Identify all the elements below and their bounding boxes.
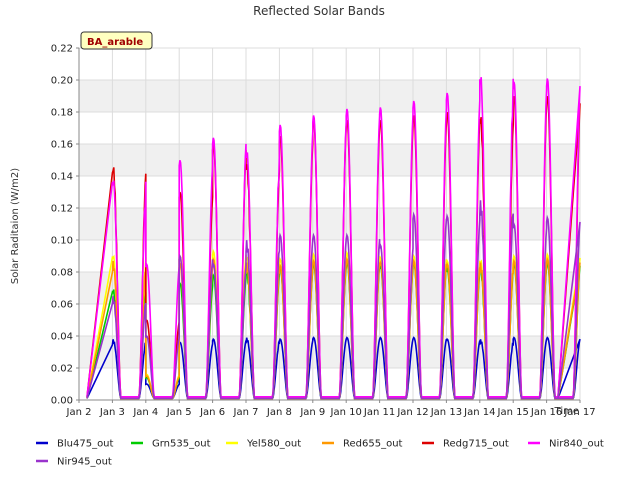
- y-axis-title: Solar Raditaion (W/m2): [10, 168, 21, 284]
- x-tick-label: Jan 4: [132, 407, 158, 418]
- x-tick-label: Jan 13: [430, 407, 462, 418]
- plot-background: [79, 48, 580, 400]
- y-tick-label: 0.00: [51, 396, 73, 407]
- legend-label: Red655_out: [343, 439, 403, 450]
- x-tick-label: Jan 2: [66, 407, 92, 418]
- x-tick-label: Jan 14: [463, 407, 495, 418]
- x-tick-label: Jan 15: [497, 407, 529, 418]
- y-tick-label: 0.16: [51, 140, 73, 151]
- x-tick-label: Jan 7: [233, 407, 259, 418]
- legend-label: Grn535_out: [152, 439, 211, 450]
- legend-label: Redg715_out: [443, 439, 509, 450]
- grid-band: [79, 272, 580, 304]
- y-tick-label: 0.12: [51, 204, 73, 215]
- y-tick-label: 0.08: [51, 268, 73, 279]
- grid-band: [79, 144, 580, 176]
- legend-item: Redg715_out: [422, 439, 509, 450]
- legend-item: Nir945_out: [36, 457, 112, 468]
- y-tick-label: 0.10: [51, 236, 73, 247]
- grid-band: [79, 208, 580, 240]
- x-tick-label: Jan 17: [563, 407, 595, 418]
- y-tick-label: 0.04: [51, 332, 73, 343]
- y-tick-labels: 0.00 0.02 0.04 0.06 0.08 0.10 0.12 0.14 0.16 0.18…: [51, 44, 73, 407]
- x-tick-label: Jan 9: [299, 407, 325, 418]
- station-badge-label: BA_arable: [87, 37, 143, 48]
- axes: [76, 47, 581, 403]
- x-tick-label: Jan 11: [363, 407, 395, 418]
- y-tick-label: 0.02: [51, 364, 73, 375]
- series-line-nir945-out: [86, 200, 581, 400]
- x-tick-label: Jan 10: [330, 407, 362, 418]
- station-badge: BA_arable: [80, 31, 153, 50]
- legend-label: Blu475_out: [57, 439, 114, 450]
- y-tick-label: 0.14: [51, 172, 73, 183]
- x-tick-label: Jan 12: [396, 407, 428, 418]
- legend-item: Red655_out: [322, 439, 403, 450]
- y-tick-label: 0.20: [51, 76, 73, 87]
- x-tick-labels: Jan 2 Jan 3 Jan 4 Jan 5 Jan 6 Jan 7 Jan 8 Jan 9…: [66, 407, 596, 418]
- series-layer: [86, 77, 581, 400]
- station-badge-box: [80, 31, 153, 50]
- x-tick-label: Jan 6: [199, 407, 225, 418]
- legend-item: Grn535_out: [131, 439, 211, 450]
- legend-label: Nir840_out: [549, 439, 604, 450]
- legend: Blu475_out Grn535_out Yel580_out Red655_out…: [36, 439, 604, 468]
- legend-item: Blu475_out: [36, 439, 114, 450]
- grid-band: [79, 336, 580, 368]
- x-axis-title: Time: [554, 406, 579, 417]
- legend-label: Nir945_out: [57, 457, 112, 468]
- legend-item: Yel580_out: [226, 439, 301, 450]
- x-tick-label: Jan 5: [166, 407, 192, 418]
- legend-label: Yel580_out: [246, 439, 301, 450]
- chart-title: Reflected Solar Bands: [253, 4, 385, 18]
- y-tick-label: 0.18: [51, 108, 73, 119]
- y-tick-label: 0.22: [51, 44, 73, 55]
- x-tick-label: Jan 16: [530, 407, 562, 418]
- y-tick-label: 0.06: [51, 300, 73, 311]
- legend-item: Nir840_out: [528, 439, 604, 450]
- series-line-nir840-out: [86, 77, 581, 398]
- grid-band: [79, 80, 580, 112]
- x-tick-label: Jan 3: [99, 407, 125, 418]
- x-tick-label: Jan 8: [266, 407, 292, 418]
